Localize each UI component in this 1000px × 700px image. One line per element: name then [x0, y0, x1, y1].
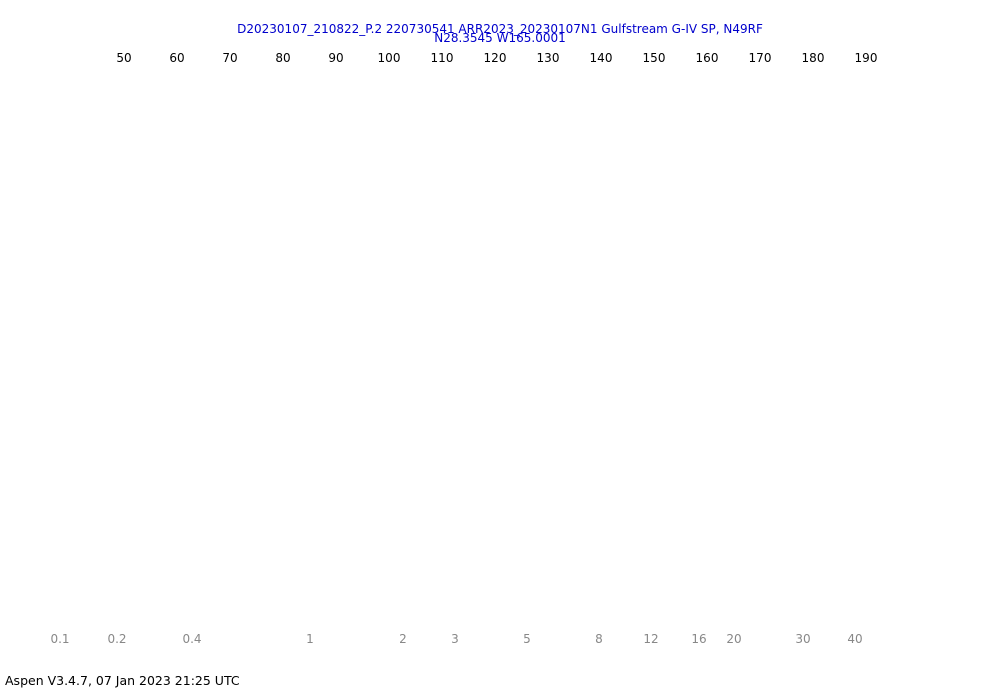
mixing-ratio-label: 0.2 [107, 632, 126, 646]
theta-tick-label: 90 [328, 51, 343, 65]
theta-tick-label: 70 [222, 51, 237, 65]
mixing-ratio-label: 3 [451, 632, 459, 646]
mixing-ratio-label: 0.1 [50, 632, 69, 646]
theta-tick-label: 60 [169, 51, 184, 65]
mixing-ratio-label: 0.4 [182, 632, 201, 646]
theta-tick-label: 120 [484, 51, 507, 65]
mixing-ratio-label: 16 [691, 632, 706, 646]
mixing-ratio-label: 5 [523, 632, 531, 646]
theta-tick-label: 50 [116, 51, 131, 65]
chart-title-line2: N28.3545 W165.0001 [434, 31, 566, 45]
theta-tick-label: 180 [802, 51, 825, 65]
mixing-ratio-label: 20 [726, 632, 741, 646]
chart-title-line1: D20230107_210822_P.2 220730541 ARR2023_2… [237, 22, 763, 36]
mixing-ratio-label: 12 [643, 632, 658, 646]
theta-tick-label: 110 [431, 51, 454, 65]
theta-tick-label: 100 [378, 51, 401, 65]
theta-tick-label: 170 [749, 51, 772, 65]
theta-tick-label: 130 [537, 51, 560, 65]
theta-tick-label: 190 [855, 51, 878, 65]
mixing-ratio-label: 1 [306, 632, 314, 646]
theta-tick-label: 160 [696, 51, 719, 65]
mixing-ratio-label: 40 [847, 632, 862, 646]
axis-labels: 100-110200300400500600700800900100050607… [50, 51, 878, 646]
mixing-ratio-label: 8 [595, 632, 603, 646]
mixing-ratio-label: 2 [399, 632, 407, 646]
theta-tick-label: 150 [643, 51, 666, 65]
footer-version-timestamp: Aspen V3.4.7, 07 Jan 2023 21:25 UTC [5, 673, 240, 688]
theta-tick-label: 80 [275, 51, 290, 65]
mixing-ratio-label: 30 [795, 632, 810, 646]
theta-tick-label: 140 [590, 51, 613, 65]
